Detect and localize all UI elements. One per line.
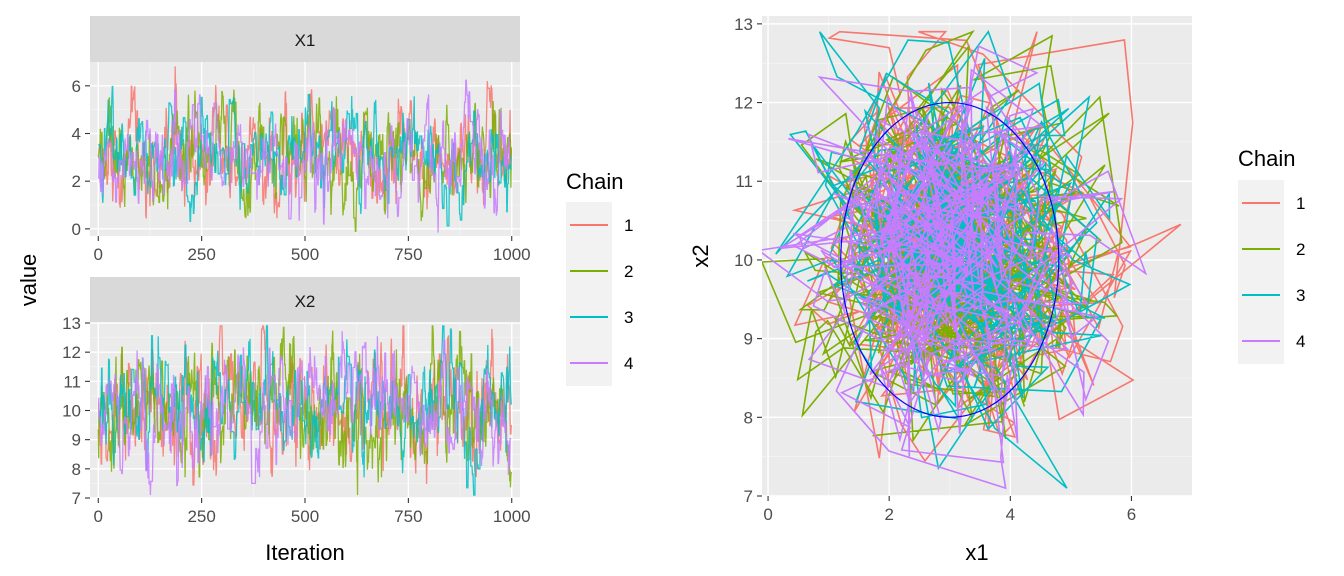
y-ticks-joint: 7 8 9 10 11 12 13 [734,15,762,506]
joint-legend-title: Chain [1238,146,1295,171]
joint-y-axis-title: x2 [688,244,713,267]
strip-x1-label: X1 [295,31,316,50]
x-tick-label: 4 [1006,505,1015,524]
y-tick-label: 11 [735,172,753,191]
legend-label-4: 4 [624,354,633,373]
y-tick-label: 13 [62,314,81,333]
x-tick-label: 1000 [493,507,531,526]
y-tick-label: 7 [744,487,753,506]
legend-label-4: 4 [1296,332,1305,351]
path-line-chain-4 [762,44,1148,490]
strip-x2 [90,277,520,323]
x-tick-label: 0 [763,505,772,524]
trace-legend-title: Chain [566,169,623,194]
trace-legend: Chain 1 2 3 4 [566,169,633,386]
x-tick-label: 0 [94,245,103,264]
y-tick-label: 0 [72,220,81,239]
legend-label-1: 1 [1296,194,1305,213]
x-tick-label: 2 [884,505,893,524]
trace-x-axis-title: Iteration [265,540,345,565]
y-tick-label: 10 [734,251,753,270]
legend-label-1: 1 [624,216,633,235]
legend-label-2: 2 [624,262,633,281]
trace-line-chain-4 [98,79,512,233]
legend-label-3: 3 [624,308,633,327]
trace-line-chain-3 [98,325,512,496]
x-tick-label: 1000 [493,245,531,264]
x-tick-label: 250 [187,245,215,264]
trace-line-chain-3 [98,85,512,227]
x-tick-label: 0 [94,507,103,526]
x-ticks-x2: 0 250 500 750 1000 [94,498,531,526]
x-ticks-x1: 0 250 500 750 1000 [94,236,531,264]
trace-y-axis-title: value [16,254,41,307]
trace-line-chain-4 [98,331,512,496]
y-tick-label: 6 [72,77,81,96]
y-tick-label: 10 [62,402,81,421]
joint-legend: Chain 1 2 3 4 [1238,146,1305,364]
x-tick-label: 750 [394,245,422,264]
x-tick-label: 750 [394,507,422,526]
series-x1 [97,66,512,233]
x-ticks-joint: 0 2 4 6 [763,496,1136,524]
y-tick-label: 4 [72,125,81,144]
joint-x-axis-title: x1 [965,540,988,565]
strip-x2-label: X2 [295,292,316,311]
y-ticks-x1: 0 2 4 6 [72,77,90,239]
y-tick-label: 13 [734,15,753,34]
y-tick-label: 8 [72,460,81,479]
series-joint [762,30,1182,490]
series-x2 [97,325,512,496]
y-tick-label: 12 [62,343,81,362]
y-tick-label: 11 [63,372,81,391]
target-ellipse [840,101,1060,418]
y-ticks-x2: 7 8 9 10 11 12 13 [62,314,90,508]
y-tick-label: 12 [734,94,753,113]
y-tick-label: 8 [744,408,753,427]
strip-x1 [90,16,520,62]
y-tick-label: 2 [72,172,81,191]
x-tick-label: 500 [291,507,319,526]
y-tick-label: 7 [72,489,81,508]
x-tick-label: 6 [1127,505,1136,524]
legend-label-2: 2 [1296,240,1305,259]
y-tick-label: 9 [72,431,81,450]
x-tick-label: 500 [291,245,319,264]
legend-label-3: 3 [1296,286,1305,305]
x-tick-label: 250 [187,507,215,526]
y-tick-label: 9 [744,330,753,349]
trace-line-chain-1 [98,325,512,486]
